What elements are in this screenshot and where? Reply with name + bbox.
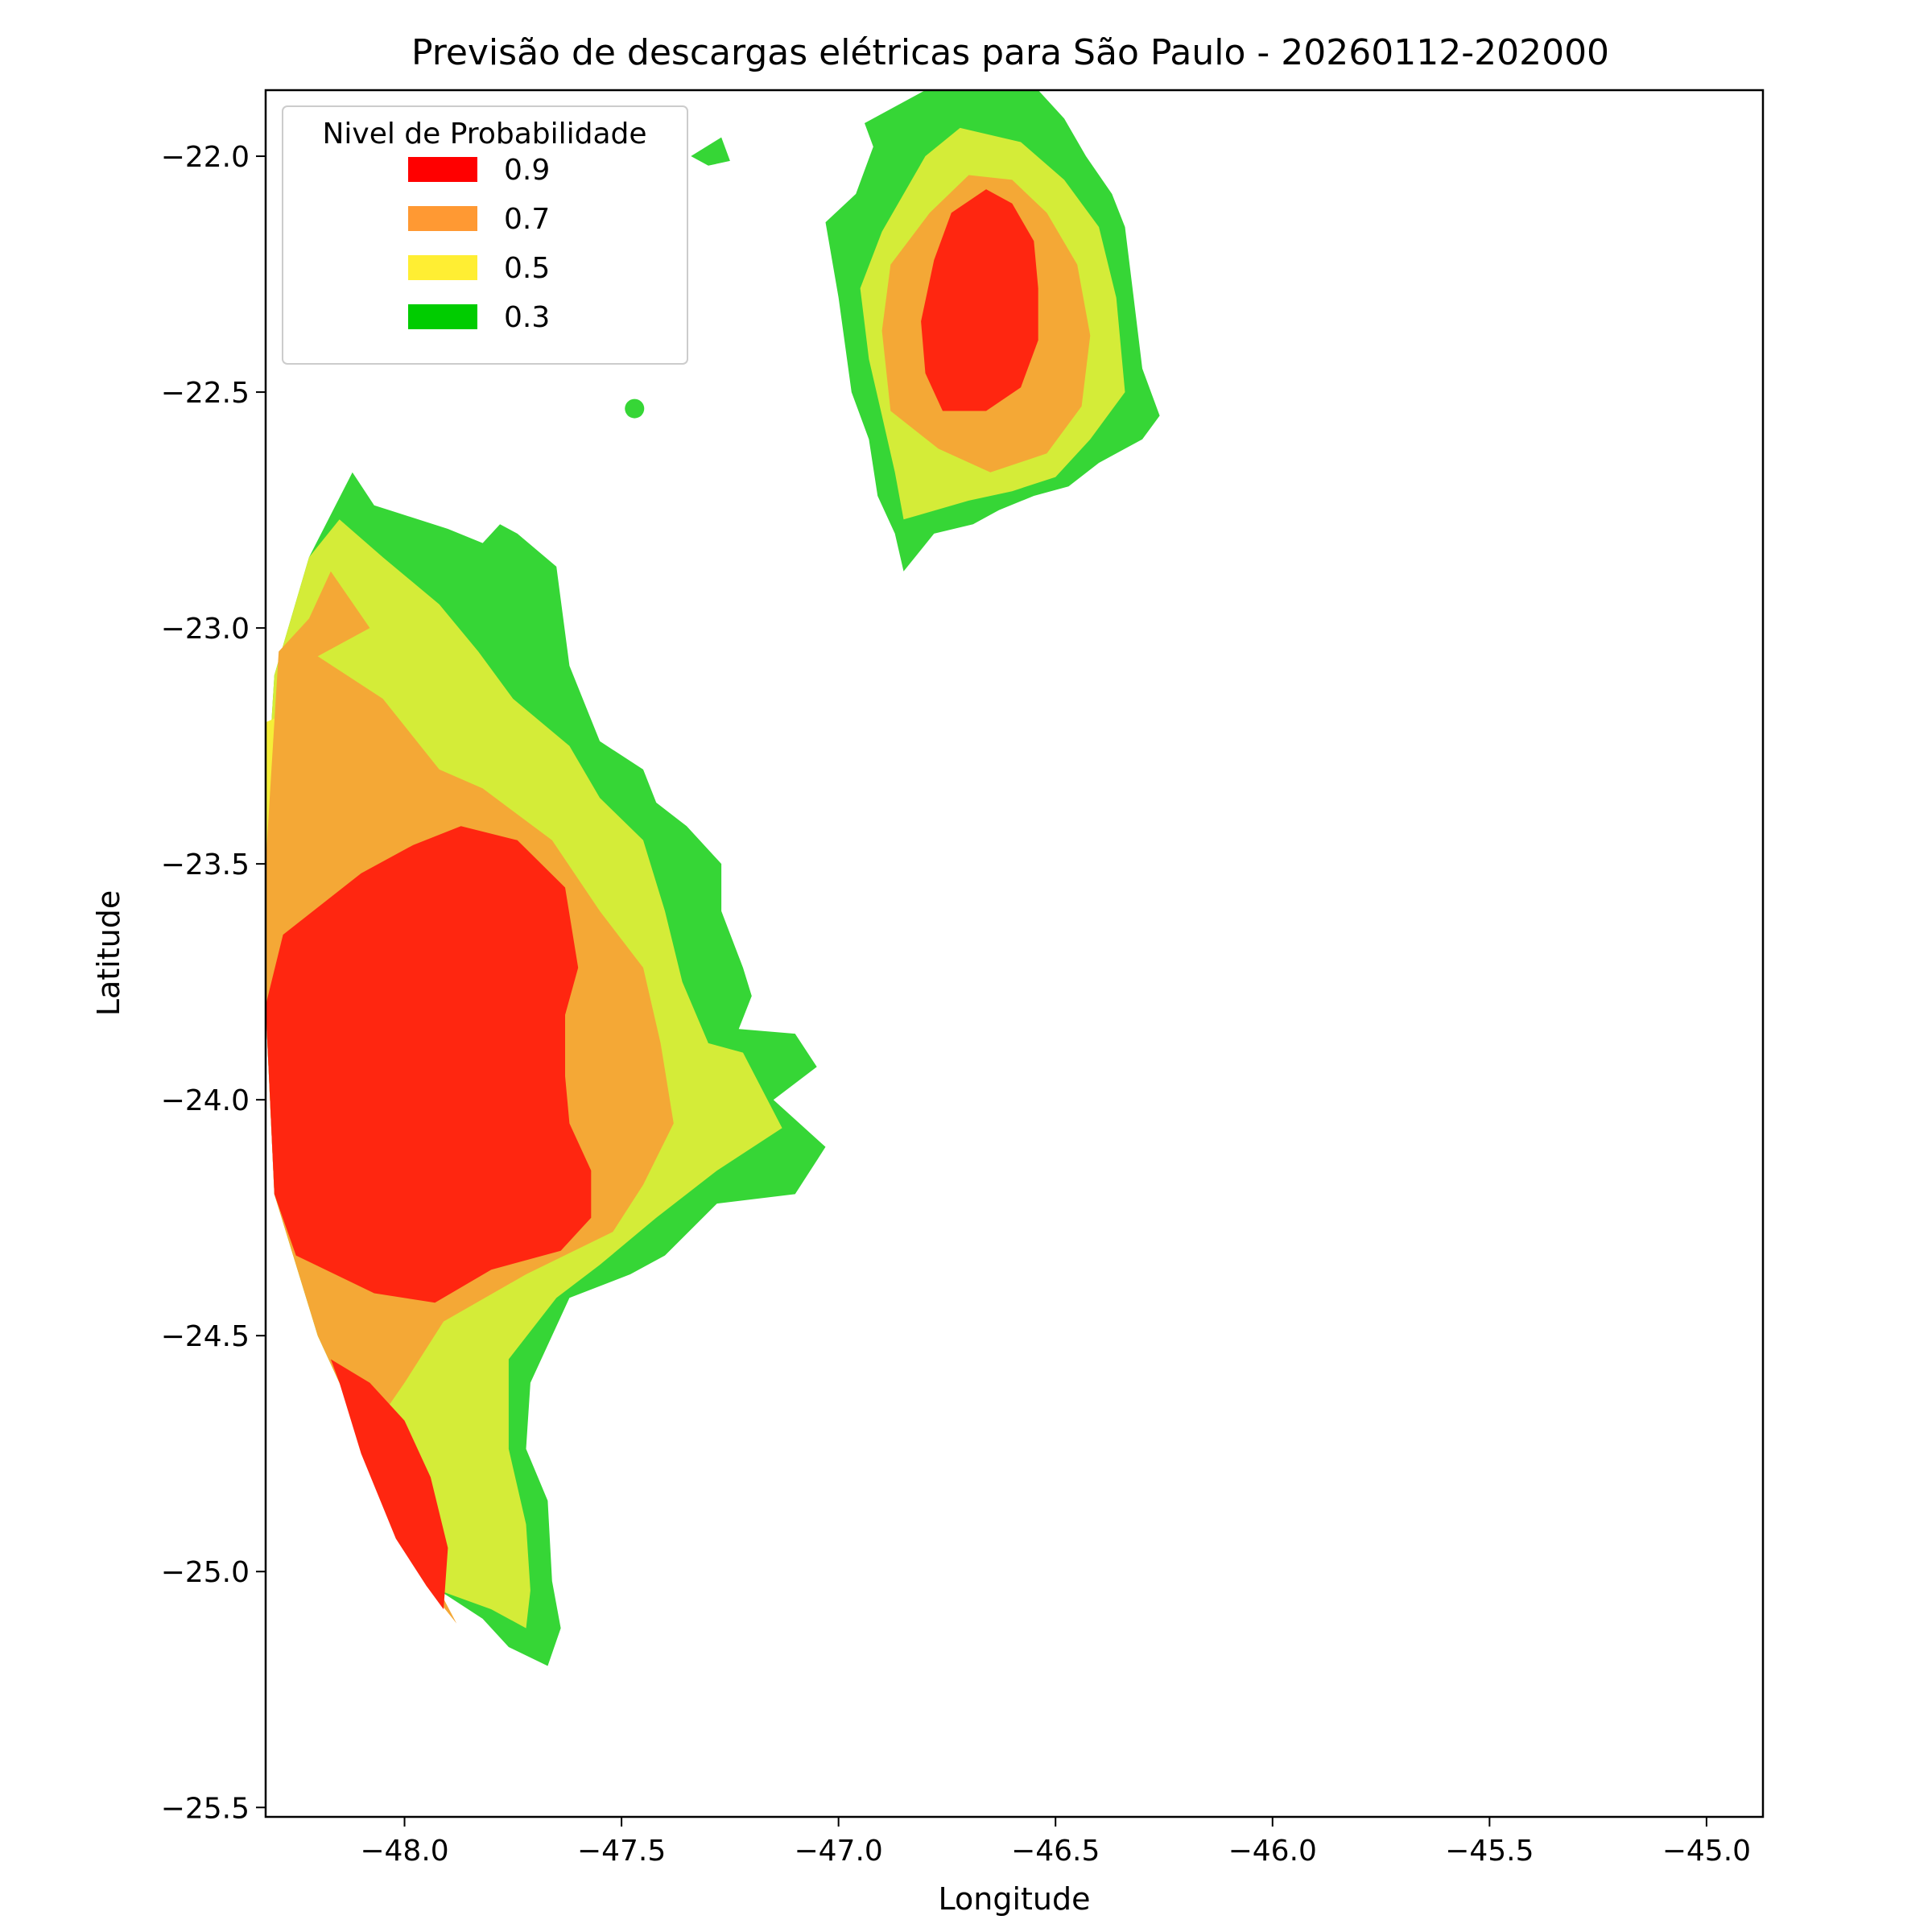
legend-swatch	[408, 206, 477, 231]
x-tick-label: −47.5	[577, 1835, 666, 1868]
y-tick-label: −22.0	[161, 141, 250, 174]
contour-level-0-9	[921, 189, 1038, 411]
lightning-marker	[625, 398, 645, 419]
x-axis: −48.0 −47.5 −47.0 −46.5 −46.0 −45.5 −45.0	[360, 1817, 1751, 1868]
y-tick-label: −25.0	[161, 1556, 250, 1589]
southwest-cell	[266, 472, 826, 1666]
legend-swatch	[408, 304, 477, 329]
marker-layer	[625, 398, 645, 419]
x-tick-label: −46.0	[1228, 1835, 1317, 1868]
legend-title: Nivel de Probabilidade	[322, 118, 646, 151]
x-tick-label: −45.0	[1662, 1835, 1751, 1868]
y-tick-label: −24.0	[161, 1084, 250, 1117]
legend-entries: 0.9 0.7 0.5 0.3	[408, 154, 550, 334]
plot-frame	[264, 89, 1765, 1818]
chart-title: Previsão de descargas elétricas para São…	[411, 32, 1609, 73]
legend-swatch	[408, 157, 477, 182]
legend-swatch	[408, 255, 477, 280]
plot-area	[264, 89, 1765, 1818]
x-tick-label: −47.0	[794, 1835, 882, 1868]
y-tick-label: −23.5	[161, 848, 250, 881]
y-tick-label: −25.5	[161, 1792, 250, 1825]
legend-label: 0.7	[504, 203, 550, 236]
legend-box	[282, 105, 688, 365]
contour-level-0-9	[330, 1359, 448, 1610]
x-tick-label: −48.0	[360, 1835, 448, 1868]
legend-label: 0.9	[504, 154, 550, 187]
y-axis-label: Latitude	[91, 890, 126, 1016]
y-tick-label: −23.0	[161, 613, 250, 646]
contour-regions	[266, 90, 1160, 1666]
x-tick-label: −46.5	[1011, 1835, 1100, 1868]
legend-label: 0.3	[504, 301, 550, 334]
legend: Nivel de Probabilidade 0.9 0.7 0.5 0.3	[282, 105, 688, 365]
northeast-cell	[825, 90, 1160, 572]
x-axis-label: Longitude	[939, 1881, 1091, 1917]
y-tick-label: −22.5	[161, 377, 250, 410]
x-tick-label: −45.5	[1445, 1835, 1534, 1868]
legend-label: 0.5	[504, 252, 550, 285]
y-axis: −22.0 −22.5 −23.0 −23.5 −24.0 −24.5 −25.0 −25.5	[161, 141, 266, 1825]
contour-level-0-9	[266, 826, 592, 1303]
y-tick-label: −24.5	[161, 1320, 250, 1353]
contour-level-0-3	[691, 137, 730, 166]
